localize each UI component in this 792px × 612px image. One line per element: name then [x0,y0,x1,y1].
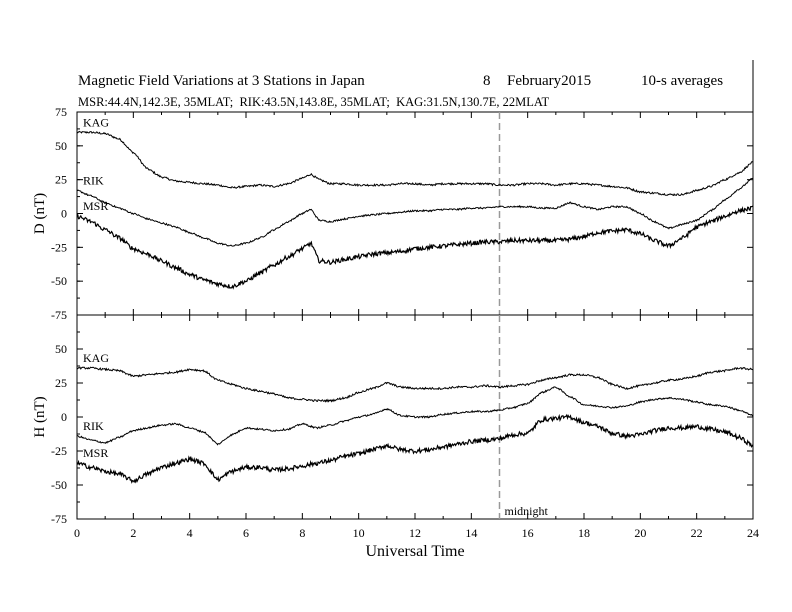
series-line-kag [76,366,754,403]
y-tick-label: 25 [55,376,67,390]
y-tick-label: 75 [55,105,67,119]
y-tick-label: 0 [61,410,67,424]
x-tick-label: 24 [747,526,759,540]
series-label-kag: KAG [83,115,109,129]
panel-d: 75 50 25 0 -25 -50 -75 D (nT) KAG RIK MSR [32,105,754,322]
series-line-msr [76,205,754,290]
y-tick-label: 50 [55,139,67,153]
chart-title: Magnetic Field Variations at 3 Stations … [78,73,365,89]
y-axis-label: H (nT) [32,396,48,437]
series-label-msr: MSR [83,199,108,213]
chart-averaging: 10-s averages [641,73,724,89]
series-line-kag [76,130,754,197]
station-coordinates: MSR:44.4N,142.3E, 35MLAT; RIK:43.5N,143.… [78,95,550,109]
chart-date-day: 8 [483,73,491,89]
x-tick-label: 2 [130,526,136,540]
x-tick-label: 20 [634,526,646,540]
x-tick-label: 8 [299,526,305,540]
series-line-rik [76,177,754,247]
x-tick-label: 16 [522,526,534,540]
x-tick-label: 10 [353,526,365,540]
series-line-rik [76,386,754,446]
x-tick-label: 0 [74,526,80,540]
y-tick-label: -75 [51,308,67,322]
series-label-msr: MSR [83,446,108,460]
y-tick-label: -75 [51,512,67,526]
series-line-msr [76,413,754,484]
x-tick-label: 12 [409,526,421,540]
x-tick-label: 18 [578,526,590,540]
x-tick-label: 14 [465,526,477,540]
y-tick-label: -50 [51,274,67,288]
y-axis-label: D (nT) [32,193,48,234]
y-tick-label: 0 [61,207,67,221]
panel-frame [76,111,754,316]
series-label-rik: RIK [83,173,104,187]
series-label-rik: RIK [83,419,104,433]
x-axis-label: Universal Time [365,543,464,560]
series-label-kag: KAG [83,351,109,365]
y-tick-label: 50 [55,342,67,356]
x-tick-label: 22 [691,526,703,540]
y-tick-label: 25 [55,173,67,187]
midnight-annotation: midnight [505,504,549,518]
x-tick-label: 6 [243,526,249,540]
y-tick-label: -50 [51,478,67,492]
y-tick-label: -25 [51,444,67,458]
y-tick-label: -25 [51,240,67,254]
x-tick-label: 4 [187,526,193,540]
chart-date-month-year: February2015 [507,73,592,89]
